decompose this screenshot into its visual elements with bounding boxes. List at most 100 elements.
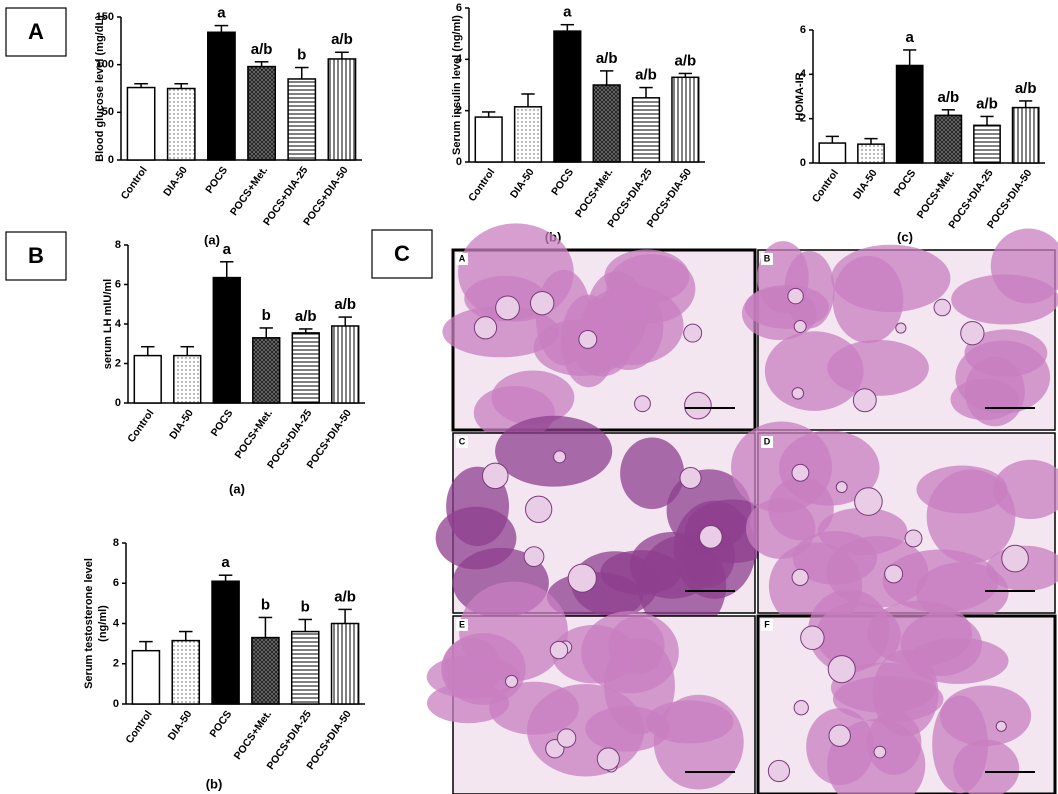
tissue [442, 305, 560, 358]
histology-label-box [761, 253, 773, 265]
y-tick-label: 6 [115, 278, 121, 290]
follicle [793, 319, 807, 333]
bar [671, 76, 700, 163]
follicle [791, 387, 805, 400]
bar [173, 354, 202, 404]
bar [553, 30, 582, 163]
y-axis-label: Serum testosterone level [83, 558, 95, 689]
significance-label: b [262, 307, 271, 324]
caption: (a) [229, 481, 245, 496]
bar [631, 97, 661, 163]
tissue [830, 662, 937, 713]
x-tick-label: DIA-50 [167, 407, 196, 441]
bar [131, 649, 161, 705]
tissue [939, 685, 1032, 747]
y-tick-label: 8 [115, 239, 121, 251]
y-tick-label: 2 [456, 105, 462, 117]
bar [592, 84, 621, 163]
follicle [553, 450, 567, 464]
tissue [993, 459, 1058, 520]
significance-label: a/b [331, 31, 353, 48]
y-tick-label: 0 [108, 154, 114, 166]
histology-label: F [764, 619, 770, 629]
y-tick-label: 4 [456, 53, 463, 65]
y-tick-label: 100 [96, 59, 114, 71]
significance-label: a/b [334, 588, 356, 605]
tissue [581, 611, 679, 694]
tissue [441, 633, 526, 705]
y-tick-label: 0 [800, 157, 806, 169]
bar [331, 325, 360, 404]
significance-label: a [563, 4, 572, 21]
tissue [951, 274, 1058, 325]
follicle [835, 481, 848, 494]
follicle [787, 287, 804, 305]
follicle [505, 674, 519, 688]
significance-label: a/b [251, 41, 273, 58]
tissue [745, 498, 816, 559]
histology-label: B [764, 253, 771, 263]
x-tick-label: POCS+Met. [233, 407, 276, 461]
histology-label-box [456, 436, 468, 448]
y-tick-label: 0 [456, 156, 462, 168]
x-tick-label: POCS [549, 166, 576, 197]
histology-label: A [459, 253, 466, 263]
tissue [580, 285, 684, 365]
panel-label-box [371, 229, 433, 279]
x-tick-label: POCS [209, 407, 236, 438]
follicle [791, 568, 809, 586]
bar [207, 31, 236, 161]
x-tick-label: POCS [203, 164, 230, 195]
significance-label: b [301, 598, 310, 615]
x-tick-label: POCS+Met. [228, 164, 271, 218]
bar [327, 58, 357, 161]
follicle [854, 487, 883, 516]
panel-label-box [5, 7, 67, 57]
bar [290, 630, 320, 705]
significance-label: a/b [635, 67, 657, 84]
follicle [884, 564, 904, 584]
x-tick-label: POCS+Met. [232, 708, 275, 762]
x-tick-label: POCS [891, 167, 918, 198]
bar [212, 276, 241, 404]
follicle [596, 747, 620, 771]
x-tick-label: DIA-50 [161, 164, 190, 198]
follicle [1001, 544, 1029, 573]
follicle [529, 290, 555, 316]
bar [474, 116, 503, 163]
follicle [473, 316, 498, 340]
follicle [578, 329, 598, 349]
bar [252, 337, 281, 404]
x-tick-label: POCS+Met. [573, 166, 616, 220]
significance-label: a [217, 5, 226, 22]
y-tick-label: 0 [115, 397, 121, 409]
tissue [784, 250, 835, 329]
tissue [964, 356, 1025, 427]
y-tick-label: 150 [96, 11, 114, 23]
significance-label: a/b [596, 50, 618, 67]
caption: (a) [204, 232, 220, 247]
panel-label: B [28, 243, 44, 268]
significance-label: a [223, 241, 232, 258]
caption: (c) [897, 229, 913, 244]
significance-label: a/b [674, 52, 696, 69]
y-tick-label: 2 [800, 113, 806, 125]
follicle [873, 745, 887, 759]
follicle [482, 462, 509, 490]
follicle [793, 700, 809, 716]
significance-label: a/b [976, 95, 998, 112]
bar [818, 142, 847, 164]
follicle [995, 720, 1007, 732]
follicle [525, 495, 553, 523]
y-axis-label: serum LH mIU/ml [102, 279, 114, 369]
y-tick-label: 2 [113, 658, 119, 670]
x-tick-label: Control [123, 708, 154, 746]
follicle [634, 395, 651, 413]
histology-label-box [456, 253, 468, 265]
follicle [827, 655, 856, 684]
tissue [916, 465, 1008, 514]
follicle [556, 728, 577, 748]
bar [291, 332, 320, 404]
